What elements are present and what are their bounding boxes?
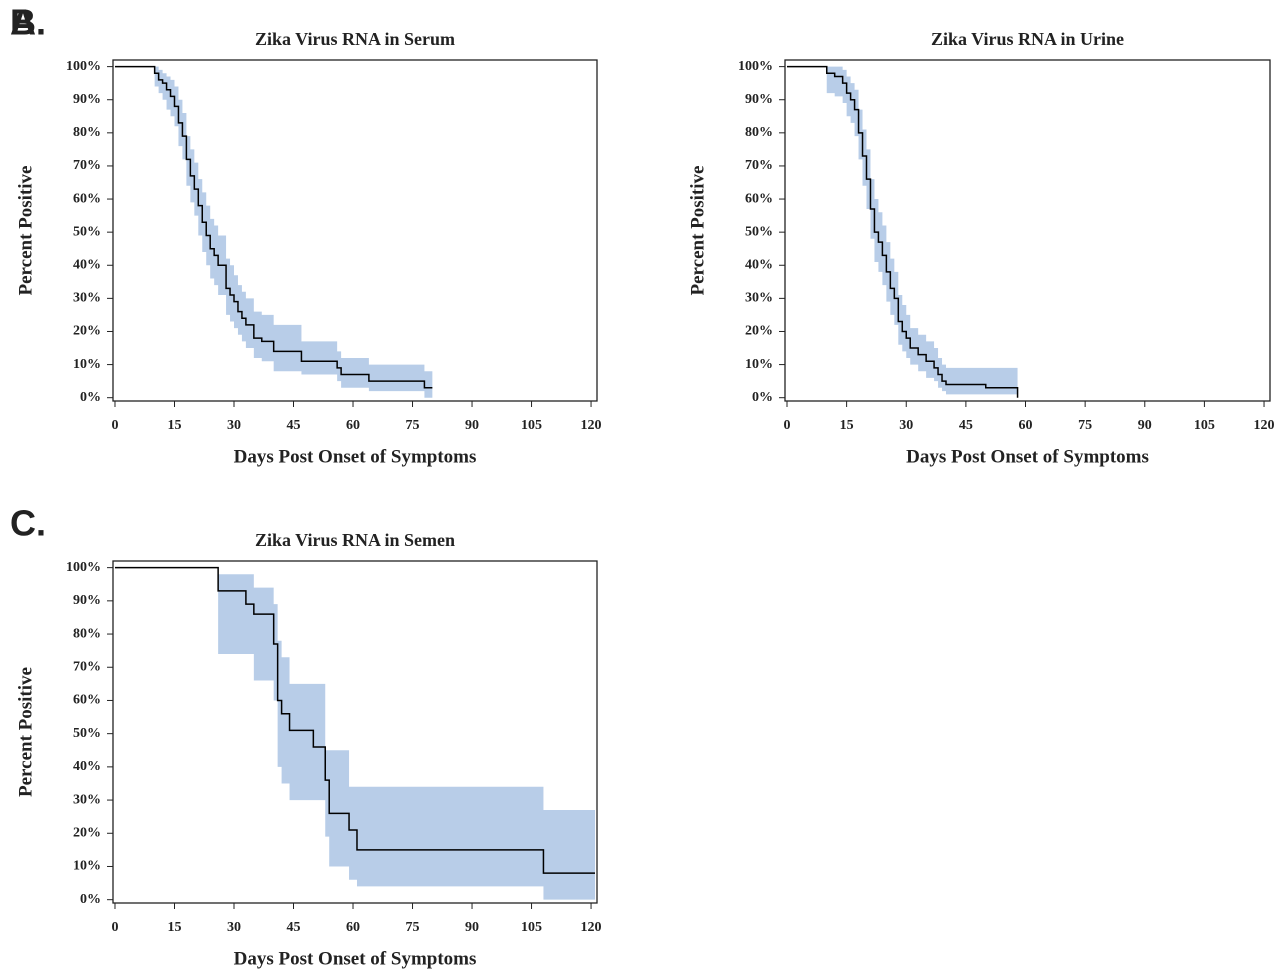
panel-label: A. xyxy=(10,2,46,43)
y-axis-label: Percent Positive xyxy=(15,667,36,797)
y-tick-label: 30% xyxy=(73,792,101,807)
x-tick-label: 0 xyxy=(783,418,790,433)
x-tick-label: 30 xyxy=(899,418,913,433)
confidence-band xyxy=(114,567,596,900)
x-tick-label: 105 xyxy=(521,418,542,433)
y-axis-label: Percent Positive xyxy=(687,166,708,296)
x-tick-label: 120 xyxy=(1254,418,1275,433)
y-tick-label: 50% xyxy=(73,224,101,239)
x-tick-label: 45 xyxy=(287,920,301,935)
y-tick-label: 0% xyxy=(80,892,101,907)
y-tick-label: 50% xyxy=(73,726,101,741)
y-tick-label: 30% xyxy=(745,291,773,306)
y-tick-label: 60% xyxy=(73,693,101,708)
x-axis-label: Days Post Onset of Symptoms xyxy=(234,948,477,969)
y-tick-label: 100% xyxy=(66,59,101,74)
survival-line xyxy=(114,65,433,389)
x-tick-label: 75 xyxy=(1078,418,1092,433)
x-tick-label: 90 xyxy=(465,418,479,433)
y-tick-label: 70% xyxy=(745,158,773,173)
chart-title: Zika Virus RNA in Semen xyxy=(255,530,455,550)
y-tick-label: 20% xyxy=(745,324,773,339)
x-tick-label: 0 xyxy=(111,418,118,433)
y-tick-label: 100% xyxy=(738,59,773,74)
y-tick-label: 40% xyxy=(745,257,773,272)
plot-frame xyxy=(112,59,598,402)
x-tick-label: 30 xyxy=(227,920,241,935)
y-tick-label: 80% xyxy=(745,125,773,140)
y-axis-label: Percent Positive xyxy=(15,166,36,296)
y-tick-label: 60% xyxy=(73,191,101,206)
chart-panel: A. Zika Virus RNA in Serum Days Post Onset… xyxy=(10,2,602,468)
y-tick-label: 90% xyxy=(73,593,101,608)
y-tick-label: 100% xyxy=(66,560,101,575)
confidence-band xyxy=(114,66,433,398)
y-tick-label: 40% xyxy=(73,759,101,774)
y-tick-label: 80% xyxy=(73,125,101,140)
x-tick-label: 105 xyxy=(521,920,542,935)
x-tick-label: 60 xyxy=(346,920,360,935)
x-tick-label: 0 xyxy=(111,920,118,935)
x-tick-label: 90 xyxy=(465,920,479,935)
confidence-band xyxy=(786,66,1018,398)
x-tick-label: 60 xyxy=(346,418,360,433)
y-tick-label: 70% xyxy=(73,659,101,674)
survival-line xyxy=(114,566,596,874)
y-tick-label: 10% xyxy=(73,357,101,372)
x-tick-label: 60 xyxy=(1019,418,1033,433)
x-tick-label: 120 xyxy=(581,920,602,935)
y-tick-label: 40% xyxy=(73,257,101,272)
chart-panel: C. Zika Virus RNA in Semen Days Post Onset… xyxy=(10,503,602,970)
y-tick-label: 90% xyxy=(73,92,101,107)
survival-line xyxy=(786,65,1019,398)
panel-label: C. xyxy=(10,503,46,544)
x-tick-label: 75 xyxy=(406,920,420,935)
y-tick-label: 0% xyxy=(752,390,773,405)
y-tick-label: 60% xyxy=(745,191,773,206)
y-tick-label: 20% xyxy=(73,324,101,339)
plot-frame xyxy=(112,560,598,904)
y-tick-label: 50% xyxy=(745,224,773,239)
x-tick-label: 105 xyxy=(1194,418,1215,433)
x-axis-label: Days Post Onset of Symptoms xyxy=(906,446,1149,467)
y-tick-label: 10% xyxy=(745,357,773,372)
x-tick-label: 45 xyxy=(959,418,973,433)
chart-title: Zika Virus RNA in Urine xyxy=(931,29,1124,49)
x-tick-label: 15 xyxy=(840,418,854,433)
chart-panel: B. Zika Virus RNA in Urine Days Post Onset… xyxy=(10,2,1275,468)
y-tick-label: 70% xyxy=(73,158,101,173)
y-tick-label: 0% xyxy=(80,390,101,405)
x-tick-label: 30 xyxy=(227,418,241,433)
x-tick-label: 15 xyxy=(167,418,181,433)
y-tick-label: 30% xyxy=(73,291,101,306)
y-tick-label: 20% xyxy=(73,825,101,840)
x-tick-label: 120 xyxy=(581,418,602,433)
y-tick-label: 90% xyxy=(745,92,773,107)
x-tick-label: 75 xyxy=(406,418,420,433)
x-axis-label: Days Post Onset of Symptoms xyxy=(234,446,477,467)
x-tick-label: 90 xyxy=(1138,418,1152,433)
plot-frame xyxy=(784,59,1271,402)
chart-title: Zika Virus RNA in Serum xyxy=(255,29,455,49)
panel-label: B. xyxy=(10,2,46,43)
y-tick-label: 80% xyxy=(73,626,101,641)
y-tick-label: 10% xyxy=(73,859,101,874)
x-tick-label: 45 xyxy=(287,418,301,433)
x-tick-label: 15 xyxy=(167,920,181,935)
